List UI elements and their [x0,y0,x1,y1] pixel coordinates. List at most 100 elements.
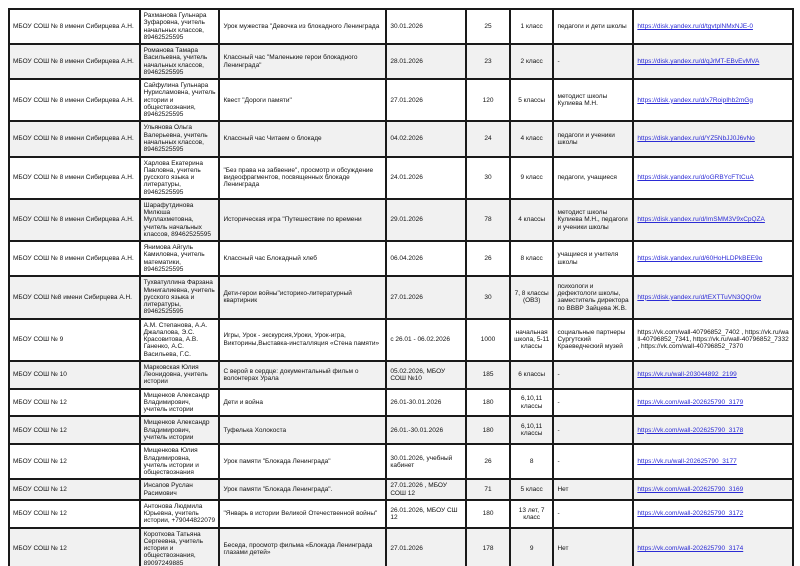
cell-event: "Без права на забвение", просмотр и обсу… [218,155,388,200]
cell-link: https://vk.com/wall-202625790_3178 [632,415,794,446]
cell-class: 13 лет, 7 класс [508,498,555,529]
cell-link: https://vk.com/wall-202625790_3172 [632,498,794,529]
cell-audience: Нет [552,478,635,501]
cell-audience: психологи и дефектологи школы, заместите… [552,275,635,320]
cell-count: 180 [465,415,511,446]
cell-school: МБОУ СОШ № 8 имени Сибирцева А.Н. [8,43,141,81]
cell-teacher: Рахманова Гульнара Зуфаровна, учитель на… [138,7,221,46]
cell-teacher: А.М. Степанова, А.А. Джалалова, Э.С. Кра… [138,317,221,362]
cell-school: МБОУ СОШ № 12 [8,498,141,529]
cell-count: 78 [465,197,511,243]
event-link[interactable]: https://vk.com/wall-202625790_3179 [637,398,744,406]
event-link[interactable]: https://disk.yandex.ru/d/tEXTTuVN3QQr0w [637,293,762,301]
cell-count: 120 [465,78,511,123]
table-row: МБОУ СОШ № 12 Мищенков Александр Владимир… [8,387,794,418]
cell-event: Историческая игра "Путешествие по времен… [218,197,388,243]
cell-link: https://vk.com/wall-40796852_7402 , http… [632,317,794,362]
cell-school: МБОУ СОШ №8 имени Сибирцева А.Н. [8,275,141,320]
cell-date: 29.01.2026 [385,197,468,243]
event-link[interactable]: https://vk.com/wall-202625790_3174 [637,545,744,553]
table-row: МБОУ СОШ № 12 Короткова Татьяна Сергеевна… [8,526,794,566]
cell-school: МБОУ СОШ № 10 [8,359,141,390]
event-link[interactable]: https://disk.yandex.ru/d/x7RoipIhb2mGg [637,96,753,104]
cell-link: https://vk.ru/wall-203044892_2199 [632,359,794,390]
cell-teacher: Тухватуллина Фарзана Минигалиевна, учите… [138,275,221,320]
table-row: МБОУ СОШ № 8 имени Сибирцева А.Н. Харлова… [8,155,794,200]
cell-teacher: Мищенкова Юлия Владимировна, учитель ист… [138,443,221,481]
cell-link: https://disk.yandex.ru/d/qJrMT-EBvEvMVA [632,43,794,81]
event-link[interactable]: https://disk.yandex.ru/d/60HoHLDPkBEE9o [637,255,763,263]
cell-event: Классный час "Маленькие герои блокадного… [218,43,388,81]
cell-school: МБОУ СОШ № 8 имени Сибирцева А.Н. [8,155,141,200]
event-link[interactable]: https://vk.ru/wall-203044892_2199 [637,371,737,379]
cell-count: 25 [465,7,511,46]
cell-date: 27.01.2026 , МБОУ СОШ 12 [385,478,468,501]
cell-teacher: Инсапов Руслан Расимович [138,478,221,501]
cell-date: 27.01.2026 [385,275,468,320]
cell-audience: - [552,443,635,481]
cell-class: 6,10,11 классы [508,415,555,446]
event-link[interactable]: https://vk.com/wall-202625790_3172 [637,510,744,518]
cell-count: 30 [465,275,511,320]
cell-class: 1 класс [508,7,555,46]
cell-class: 2 класс [508,43,555,81]
cell-event: Дети-герои войны"историко-литературный к… [218,275,388,320]
cell-school: МБОУ СОШ № 12 [8,526,141,566]
event-link[interactable]: https://vk.ru/wall-202625790_3177 [637,458,737,466]
event-link[interactable]: https://disk.yandex.ru/d/qJrMT-EBvEvMVA [637,57,760,65]
cell-link: https://disk.yandex.ru/d/tEXTTuVN3QQr0w [632,275,794,320]
cell-teacher: Антонова Людмила Юрьевна, учитель истори… [138,498,221,529]
cell-class: начальная школа, 5-11 классы [508,317,555,362]
event-link[interactable]: https://disk.yandex.ru/d/oGRBYcFTtCuA [637,174,754,182]
event-link[interactable]: https://disk.yandex.ru/d/ImSMM3V9xCpQZA [637,216,765,224]
cell-teacher: Мищенков Александр Владимирович, учитель… [138,387,221,418]
cell-count: 24 [465,120,511,158]
cell-count: 23 [465,43,511,81]
cell-date: с 26.01 - 06.02.2026 [385,317,468,362]
cell-count: 178 [465,526,511,566]
cell-class: 9 класс [508,155,555,200]
cell-count: 180 [465,387,511,418]
cell-class: 8 класс [508,240,555,278]
cell-link: https://disk.yandex.ru/d/tgvtplNMxNJE-0 [632,7,794,46]
cell-link: https://vk.com/wall-202625790_3179 [632,387,794,418]
cell-event: Классный час Читаем о блокаде [218,120,388,158]
cell-audience: педагоги и ученики школы [552,120,635,158]
cell-class: 8 [508,443,555,481]
cell-event: Квест "Дороги памяти" [218,78,388,123]
cell-date: 30.01.2026 [385,7,468,46]
cell-count: 26 [465,443,511,481]
event-link[interactable]: https://disk.yandex.ru/d/tgvtplNMxNJE-0 [637,22,753,30]
table-row: МБОУ СОШ № 12 Антонова Людмила Юрьевна, у… [8,498,794,529]
cell-link: https://vk.ru/wall-202625790_3177 [632,443,794,481]
cell-audience: - [552,43,635,81]
cell-class: 6,10,11 классы [508,387,555,418]
cell-school: МБОУ СОШ № 8 имени Сибирцева А.Н. [8,120,141,158]
event-link[interactable]: https://disk.yandex.ru/d/YZ5NbJJ0J6vNo [637,135,755,143]
cell-event: Беседа, просмотр фильма «Блокада Ленингр… [218,526,388,566]
table-row: МБОУ СОШ № 8 имени Сибирцева А.Н. Янимова… [8,240,794,278]
cell-school: МБОУ СОШ № 8 имени Сибирцева А.Н. [8,78,141,123]
cell-class: 4 классы [508,197,555,243]
cell-link: https://vk.com/wall-202625790_3169 [632,478,794,501]
cell-link: https://disk.yandex.ru/d/x7RoipIhb2mGg [632,78,794,123]
cell-event: Классный час Блокадный хлеб [218,240,388,278]
cell-event: Урок мужества "Девочка из блокадного Лен… [218,7,388,46]
cell-date: 30.01.2026, учебный кабинет [385,443,468,481]
table-row: МБОУ СОШ № 8 имени Сибирцева А.Н. Романов… [8,43,794,81]
cell-class: 5 класс [508,478,555,501]
event-link[interactable]: https://vk.com/wall-202625790_3178 [637,426,744,434]
cell-event: С верой в сердце: документальный фильм о… [218,359,388,390]
cell-audience: - [552,498,635,529]
cell-event: Игры, Урок - экскурсия,Уроки, Урок-игра,… [218,317,388,362]
cell-school: МБОУ СОШ № 12 [8,478,141,501]
cell-date: 24.01.2026 [385,155,468,200]
event-link[interactable]: https://vk.com/wall-202625790_3169 [637,485,744,493]
cell-class: 9 [508,526,555,566]
events-report-table: МБОУ СОШ № 8 имени Сибирцева А.Н. Рахмано… [8,7,794,566]
cell-teacher: Романова Тамара Васильевна, учитель нача… [138,43,221,81]
cell-date: 27.01.2026 [385,78,468,123]
table-row: МБОУ СОШ № 8 имени Сибирцева А.Н. Сайфули… [8,78,794,123]
cell-teacher: Сайфулина Гульнара Нурисламовна, учитель… [138,78,221,123]
